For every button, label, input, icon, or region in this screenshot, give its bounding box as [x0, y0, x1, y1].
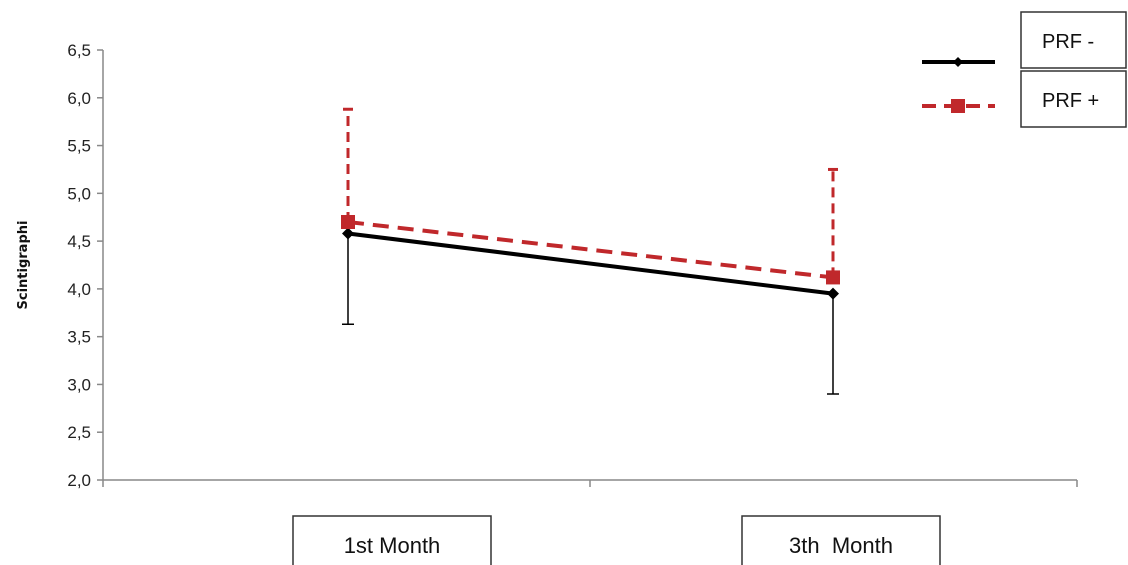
series-lines [347, 220, 834, 296]
y-ticks: 2,0 2,5 3,0 3,5 4,0 4,5 5,0 5,5 6,0 6,5 [67, 41, 103, 490]
y-tick-label: 5,5 [67, 137, 91, 156]
x-tick-label: 1st Month [344, 533, 441, 558]
category-labels: 1st Month 3th Month [292, 515, 941, 565]
legend-box [1020, 70, 1127, 128]
category-box [292, 515, 492, 565]
legend-label: PRF - [1042, 31, 1094, 53]
data-point [342, 227, 354, 240]
y-tick-label: 4,5 [67, 232, 91, 251]
y-axis-label: Scintigraphi [16, 221, 31, 310]
y-tick-label: 2,0 [67, 471, 91, 490]
legend-marker [951, 99, 965, 113]
data-point [826, 270, 840, 285]
x-tick-label: 3th Month [789, 533, 893, 558]
series-line-1 [347, 220, 834, 280]
series-markers [341, 215, 840, 300]
x-ticks [102, 480, 1078, 487]
series-line-0 [347, 231, 834, 296]
y-tick-label: 6,0 [67, 89, 91, 108]
y-tick-label: 3,0 [67, 375, 91, 394]
data-point [341, 215, 355, 229]
legend-box [1020, 11, 1127, 69]
y-tick-label: 3,5 [67, 328, 91, 347]
legend-marker [953, 57, 963, 67]
error-bars [342, 107, 839, 395]
data-point [827, 287, 839, 300]
legend: PRF - PRF + [922, 11, 1127, 128]
category-box [741, 515, 941, 565]
legend-label: PRF + [1042, 90, 1099, 112]
y-tick-label: 2,5 [67, 423, 91, 442]
y-tick-label: 5,0 [67, 184, 91, 203]
y-tick-label: 6,5 [67, 41, 91, 60]
y-tick-label: 4,0 [67, 280, 91, 299]
